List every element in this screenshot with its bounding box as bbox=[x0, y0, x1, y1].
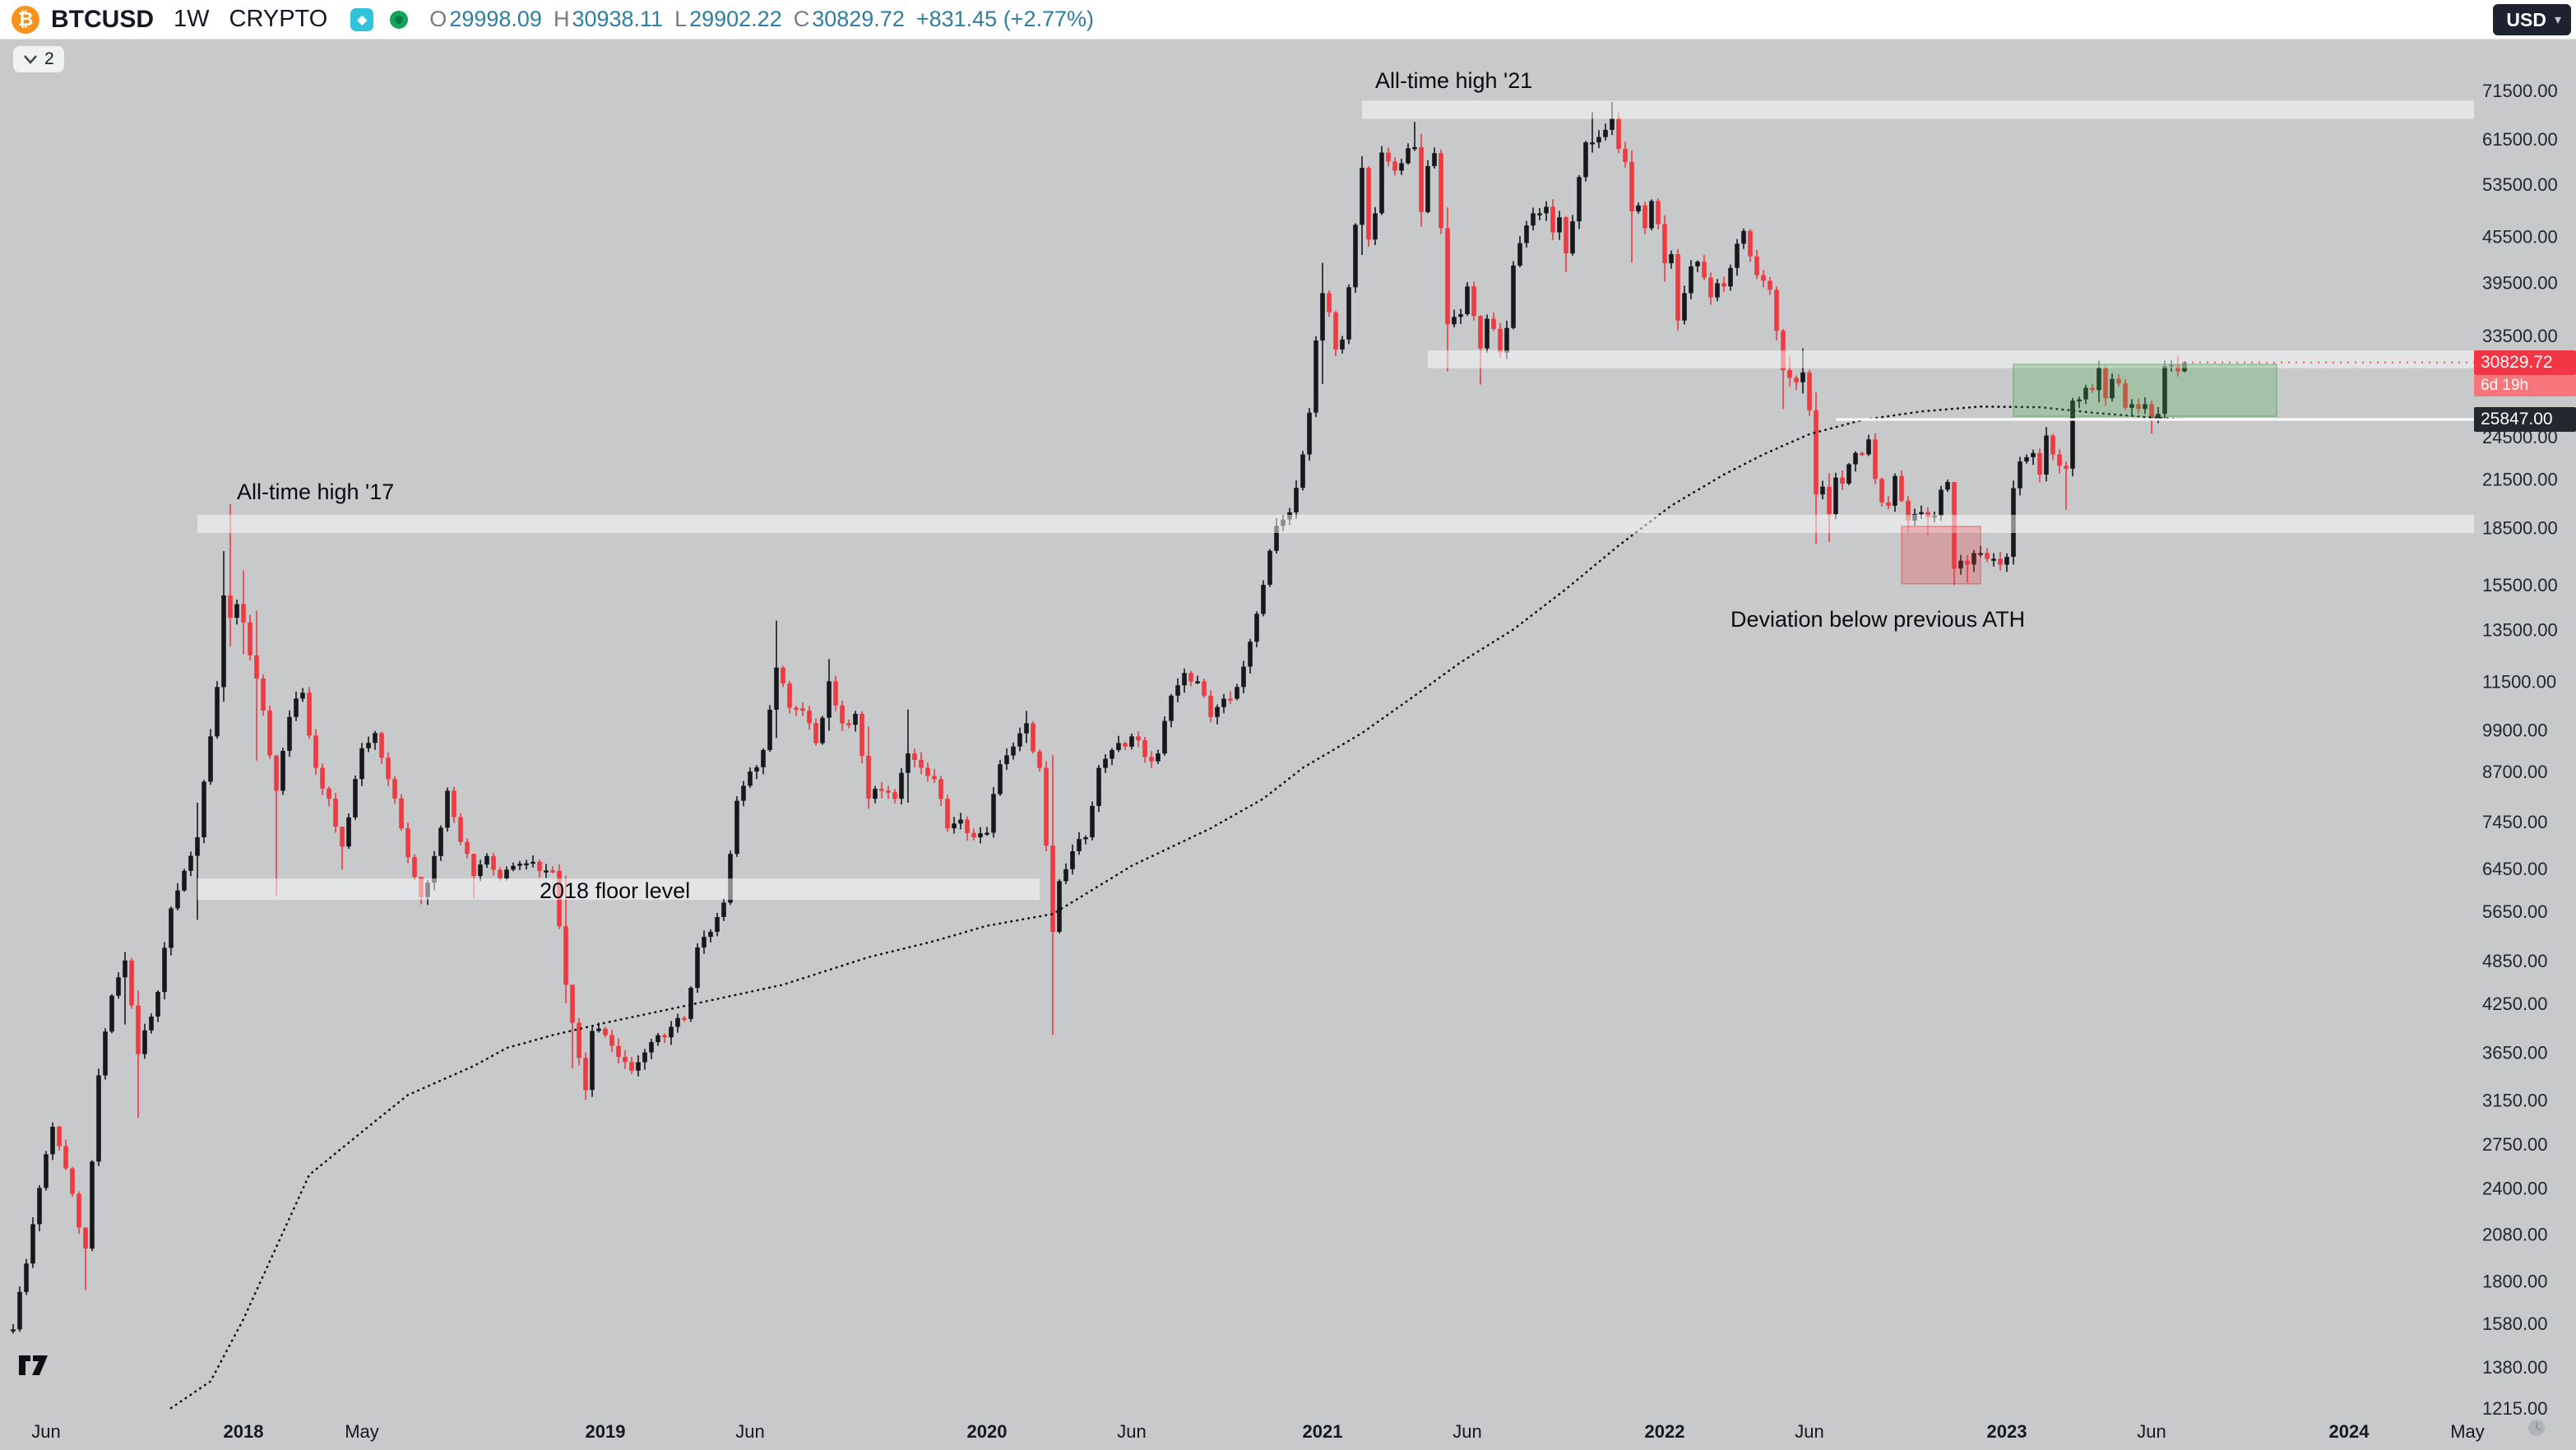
svg-text:2080.00: 2080.00 bbox=[2482, 1225, 2548, 1245]
low-label: L bbox=[674, 7, 688, 31]
svg-text:2750.00: 2750.00 bbox=[2482, 1134, 2548, 1155]
svg-text:May: May bbox=[345, 1421, 379, 1442]
currency-selector-button[interactable]: USD ▾ bbox=[2493, 4, 2571, 35]
symbol-name[interactable]: BTCUSD bbox=[51, 5, 154, 33]
countdown-badge: 6d 19h bbox=[2474, 374, 2576, 396]
svg-text:Jun: Jun bbox=[1795, 1421, 1823, 1442]
btc-logo-icon: ₿ bbox=[12, 5, 39, 34]
support-price-text: 25847.00 bbox=[2481, 410, 2553, 429]
range-30k-32k-zone[interactable] bbox=[1428, 350, 2474, 368]
svg-text:Jun: Jun bbox=[31, 1421, 60, 1442]
chart-annotation[interactable]: All-time high '21 bbox=[1375, 68, 1533, 94]
svg-text:3150.00: 3150.00 bbox=[2482, 1091, 2548, 1111]
last-price-badge: 30829.72 bbox=[2474, 350, 2576, 375]
svg-text:71500.00: 71500.00 bbox=[2482, 81, 2558, 101]
interval-selector[interactable]: 1W bbox=[174, 6, 210, 32]
svg-text:1215.00: 1215.00 bbox=[2482, 1398, 2548, 1419]
chart-annotation[interactable]: Deviation below previous ATH bbox=[1730, 606, 2026, 632]
market-status-icon bbox=[390, 10, 409, 29]
open-label: O bbox=[429, 7, 447, 31]
chevron-down-icon bbox=[24, 55, 37, 64]
svg-text:Jun: Jun bbox=[1452, 1421, 1481, 1442]
high-label: H bbox=[553, 7, 570, 31]
support-price-badge: 25847.00 bbox=[2474, 407, 2576, 433]
svg-text:4850.00: 4850.00 bbox=[2482, 951, 2548, 971]
svg-text:2023: 2023 bbox=[1987, 1421, 2027, 1442]
svg-text:6450.00: 6450.00 bbox=[2482, 859, 2548, 879]
svg-text:2019: 2019 bbox=[586, 1421, 626, 1442]
svg-text:53500.00: 53500.00 bbox=[2482, 174, 2558, 195]
price-axis-labels[interactable]: 71500.00 61500.00 53500.00 45500.00 39500.00… bbox=[2482, 81, 2558, 1419]
svg-text:2020: 2020 bbox=[967, 1421, 1008, 1442]
svg-text:11500.00: 11500.00 bbox=[2482, 671, 2556, 692]
currency-label: USD bbox=[2506, 8, 2546, 30]
deviation-2022-box[interactable] bbox=[1901, 526, 1981, 585]
svg-text:18500.00: 18500.00 bbox=[2482, 518, 2558, 539]
ath-2017-zone[interactable] bbox=[197, 514, 2474, 533]
chevron-down-icon: ▾ bbox=[2554, 13, 2561, 27]
svg-text:8700.00: 8700.00 bbox=[2482, 762, 2548, 782]
last-price-text: 30829.72 bbox=[2481, 352, 2553, 372]
svg-text:5650.00: 5650.00 bbox=[2482, 901, 2548, 922]
drawing-count: 2 bbox=[44, 49, 54, 68]
close-value: 30829.72 bbox=[812, 7, 905, 31]
svg-text:39500.00: 39500.00 bbox=[2482, 272, 2558, 293]
svg-text:21500.00: 21500.00 bbox=[2482, 469, 2558, 489]
svg-text:9900.00: 9900.00 bbox=[2482, 720, 2548, 740]
svg-text:2024: 2024 bbox=[2329, 1421, 2370, 1442]
chart-annotation[interactable]: All-time high '17 bbox=[237, 479, 395, 505]
market-name[interactable]: CRYPTO bbox=[229, 6, 328, 32]
svg-text:2018: 2018 bbox=[224, 1421, 264, 1442]
svg-text:3650.00: 3650.00 bbox=[2482, 1043, 2548, 1063]
svg-text:33500.00: 33500.00 bbox=[2482, 326, 2558, 346]
change-value: +831.45 (+2.77%) bbox=[915, 7, 1095, 31]
svg-text:2021: 2021 bbox=[1303, 1421, 1343, 1442]
svg-text:Jun: Jun bbox=[1117, 1421, 1146, 1442]
svg-text:2400.00: 2400.00 bbox=[2482, 1178, 2548, 1198]
accumulation-2023-box[interactable] bbox=[2013, 364, 2277, 417]
low-value: 29902.22 bbox=[689, 7, 782, 31]
svg-text:1580.00: 1580.00 bbox=[2482, 1313, 2548, 1334]
svg-text:May: May bbox=[2450, 1421, 2485, 1442]
chart-annotation[interactable]: 2018 floor level bbox=[540, 878, 691, 904]
high-value: 30938.11 bbox=[572, 7, 664, 31]
ohlc-readout: O 29998.09 H 30938.11 L 29902.22 C 30829.72 … bbox=[429, 7, 1094, 32]
open-value: 29998.09 bbox=[449, 7, 542, 31]
ath-2021-zone[interactable] bbox=[1362, 100, 2474, 119]
svg-text:45500.00: 45500.00 bbox=[2482, 227, 2558, 248]
time-axis-labels[interactable]: Jun 2018 May 2019 Jun 2020 Jun 2021 Jun 2022 Jun 20… bbox=[31, 1421, 2485, 1442]
svg-text:13500.00: 13500.00 bbox=[2482, 619, 2558, 640]
svg-text:1800.00: 1800.00 bbox=[2482, 1272, 2548, 1292]
top-toolbar: ₿ BTCUSD 1W CRYPTO ◆ O 29998.09 H 30938.11… bbox=[0, 0, 2576, 39]
svg-text:2022: 2022 bbox=[1645, 1421, 1685, 1442]
object-tree-widget[interactable]: 2 bbox=[13, 46, 64, 72]
clock-icon[interactable] bbox=[2527, 1418, 2546, 1442]
svg-text:61500.00: 61500.00 bbox=[2482, 129, 2558, 150]
candles-layer bbox=[11, 102, 2187, 1334]
svg-text:15500.00: 15500.00 bbox=[2482, 575, 2558, 595]
svg-text:Jun: Jun bbox=[735, 1421, 764, 1442]
countdown-text: 6d 19h bbox=[2481, 376, 2529, 394]
svg-text:Jun: Jun bbox=[2137, 1421, 2166, 1442]
floor-2018-zone[interactable] bbox=[197, 878, 1040, 901]
tradingview-logo[interactable] bbox=[16, 1352, 51, 1383]
close-label: C bbox=[793, 7, 810, 31]
exchange-icon: ◆ bbox=[350, 7, 374, 31]
svg-text:4250.00: 4250.00 bbox=[2482, 994, 2548, 1014]
ma-200w-dotted-line[interactable] bbox=[169, 405, 2186, 1410]
svg-text:7450.00: 7450.00 bbox=[2482, 812, 2548, 832]
svg-text:1380.00: 1380.00 bbox=[2482, 1357, 2548, 1378]
